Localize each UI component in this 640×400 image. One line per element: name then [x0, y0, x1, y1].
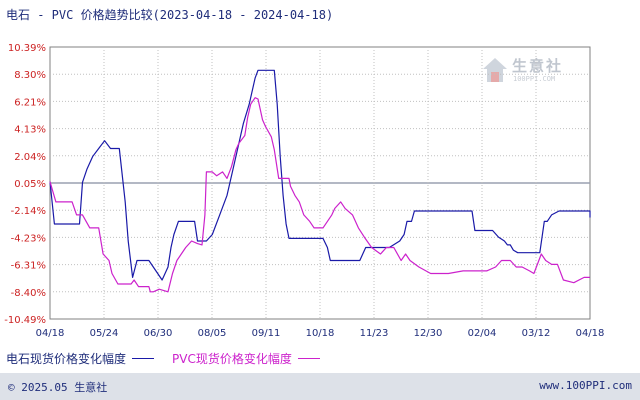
- y-tick-label: -2.14%: [11, 206, 46, 217]
- footer-bar: © 2025.05 生意社 www.100PPI.com: [0, 373, 640, 400]
- y-tick-label: 0.05%: [14, 179, 46, 190]
- watermark-brand: 生意社: [512, 57, 564, 75]
- y-tick-label: -8.40%: [11, 288, 46, 299]
- house-icon: [483, 58, 507, 82]
- x-tick-label: 06/30: [144, 328, 173, 339]
- y-tick-label: -10.49%: [4, 315, 46, 326]
- x-tick-label: 10/18: [306, 328, 335, 339]
- x-tick-label: 04/18: [576, 328, 605, 339]
- legend-item-pvc: PVC现货价格变化幅度: [172, 350, 320, 367]
- x-tick-label: 02/04: [468, 328, 497, 339]
- y-tick-label: -6.31%: [11, 261, 46, 272]
- y-tick-label: -4.23%: [11, 233, 46, 244]
- legend-label-carbide: 电石现货价格变化幅度: [6, 351, 127, 366]
- x-tick-label: 11/23: [360, 328, 389, 339]
- y-tick-label: 10.39%: [8, 43, 46, 54]
- y-tick-label: 4.13%: [14, 125, 46, 136]
- x-tick-label: 05/24: [90, 328, 119, 339]
- legend-item-carbide: 电石现货价格变化幅度: [6, 350, 155, 367]
- legend-swatch-pvc: [297, 357, 320, 359]
- x-tick-label: 12/30: [414, 328, 443, 339]
- watermark-site: 100PPI.COM: [513, 75, 556, 83]
- y-tick-label: 8.30%: [14, 70, 46, 81]
- footer-url[interactable]: www.100PPI.com: [539, 379, 632, 392]
- footer-copyright: © 2025.05 生意社: [8, 381, 108, 394]
- x-tick-label: 09/11: [252, 328, 281, 339]
- legend: 电石现货价格变化幅度 PVC现货价格变化幅度: [6, 349, 338, 367]
- chart-title: 电石 - PVC 价格趋势比较(2023-04-18 - 2024-04-18): [6, 8, 334, 22]
- x-tick-label: 08/05: [198, 328, 227, 339]
- series-line-carbide: [49, 69, 591, 281]
- y-tick-label: 6.21%: [14, 97, 46, 108]
- watermark-logo: 生意社 100PPI.COM: [480, 55, 580, 89]
- legend-swatch-carbide: [132, 357, 155, 359]
- legend-label-pvc: PVC现货价格变化幅度: [172, 351, 292, 366]
- y-tick-label: 2.04%: [14, 152, 46, 163]
- x-tick-label: 04/18: [36, 328, 65, 339]
- series-line-pvc: [49, 97, 590, 293]
- x-tick-label: 03/12: [522, 328, 551, 339]
